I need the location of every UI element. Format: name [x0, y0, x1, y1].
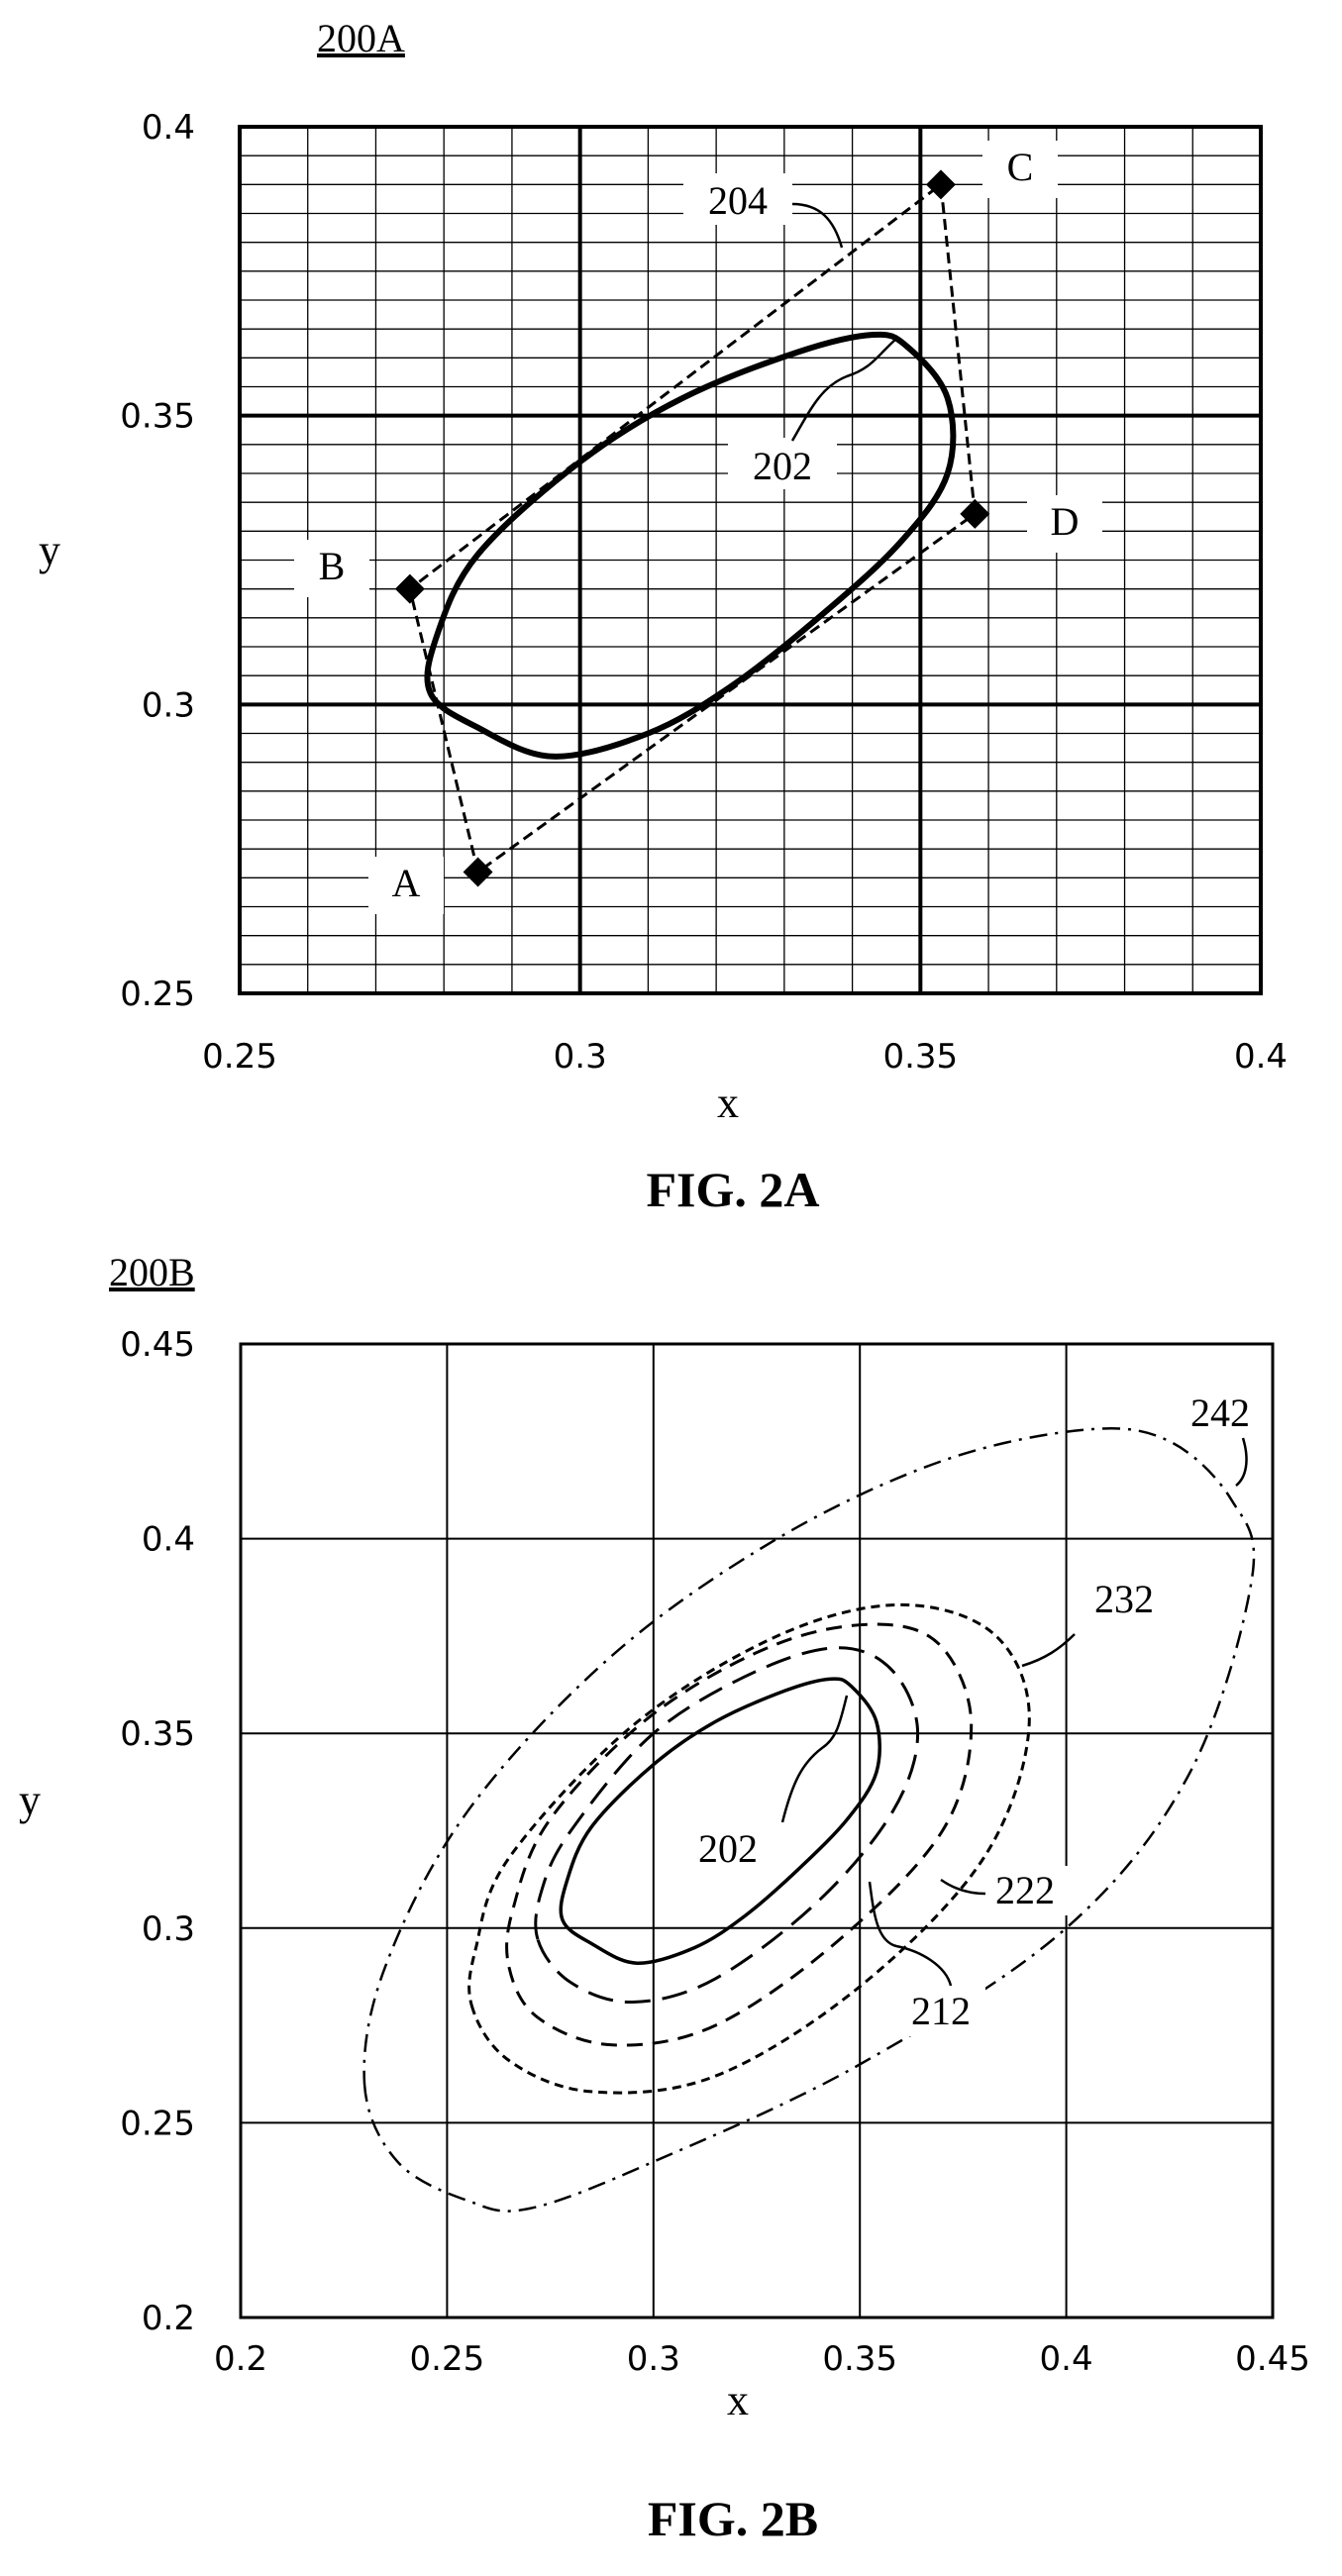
fig-2a-leader-line-204	[791, 202, 844, 249]
fig-2b-ref-label: 200B	[109, 1250, 195, 1294]
fig-2b-x-tick-label: 0.35	[822, 2339, 897, 2379]
fig-2a-label-backdrop	[728, 438, 837, 489]
fig-2a-vertex-label-backdrop	[368, 857, 444, 914]
fig-2a-caption: FIG. 2A	[647, 1162, 820, 1217]
fig-2a-vertex-label-backdrop	[982, 141, 1058, 198]
fig-2b-y-tick-label: 0.35	[120, 1714, 195, 1754]
fig-2a-curve-label-202: 202	[753, 444, 812, 488]
fig-2b-contour-202	[559, 1677, 881, 1965]
fig-2b-x-tick-label: 0.25	[410, 2339, 485, 2379]
fig-2a-vertex-marker	[463, 857, 493, 887]
fig-2b-tick-labels: 0.2 0.25 0.3 0.35 0.4 0.45 0.45 0.4 0.35 0.3 0.25 0…	[120, 1325, 1310, 2379]
fig-2b-y-tick-label: 0.3	[142, 1909, 195, 1949]
fig-2a-x-tick-label: 0.35	[882, 1037, 958, 1077]
fig-2b-x-tick-label: 0.4	[1040, 2339, 1093, 2379]
fig-2a-y-tick-label: 0.3	[142, 685, 195, 725]
fig-2b-leader-line-232	[1021, 1633, 1076, 1668]
fig-2a-y-tick-label: 0.4	[142, 108, 195, 148]
fig-2b-contour-label-212: 212	[911, 1989, 971, 2033]
fig-2b-contour-label-242: 242	[1190, 1391, 1250, 1435]
fig-2a-vertex-label-backdrop	[1027, 495, 1102, 553]
fig-2b-label-backdrop	[1080, 1575, 1169, 1624]
fig-2a-x-axis-label: x	[717, 1079, 739, 1127]
fig-2b-label-backdrop	[1176, 1389, 1265, 1438]
fig-2b-y-tick-label: 0.2	[142, 2299, 195, 2338]
fig-2a-x-tick-label: 0.3	[554, 1037, 607, 1077]
fig-2b-contour-label-232: 232	[1094, 1577, 1154, 1621]
fig-2b-x-axis-label: x	[727, 2376, 749, 2424]
fig-2b-leader-line-222	[940, 1878, 986, 1896]
figure-2b: 200B 0.2 0.25 0.3 0.35 0.4 0.45 0.45 0.4 0.35 0.3…	[19, 1250, 1310, 2546]
fig-2a-tick-labels: 0.25 0.3 0.35 0.4 0.4 0.35 0.3 0.25	[120, 108, 1288, 1077]
fig-2a-vertex-label: A	[392, 861, 421, 905]
figure-2a: 200A 0.25 0.3 0.35 0.4 0.4 0.35 0.3 0.25 A B C D 20…	[39, 16, 1288, 1217]
fig-2a-leader-line-202	[790, 338, 897, 442]
fig-2a-closed-curve-202	[424, 331, 957, 760]
fig-2b-caption: FIG. 2B	[648, 2491, 818, 2546]
fig-2b-x-tick-label: 0.2	[214, 2339, 267, 2379]
fig-2b-grid	[241, 1344, 1273, 2318]
fig-2b-y-axis-label: y	[19, 1776, 41, 1824]
fig-2a-gamut-polygon-204	[408, 181, 977, 876]
fig-2a-annotations: A B C D 204 202	[294, 141, 1102, 914]
fig-2b-y-tick-label: 0.45	[120, 1325, 195, 1365]
fig-2a-vertex-label: D	[1051, 499, 1080, 544]
fig-2a-y-tick-label: 0.35	[120, 397, 195, 437]
fig-2a-vertex-marker	[960, 498, 990, 529]
fig-2b-y-tick-label: 0.25	[120, 2104, 195, 2143]
fig-2a-vertex-marker	[394, 573, 425, 604]
fig-2b-contour-label-222: 222	[995, 1868, 1055, 1912]
fig-2a-polygon-label-204: 204	[708, 178, 768, 223]
fig-2b-label-backdrop	[683, 1824, 773, 1874]
fig-2a-label-backdrop	[683, 173, 792, 225]
fig-2a-y-axis-label: y	[39, 526, 60, 574]
fig-2b-contour-242	[362, 1427, 1256, 2213]
fig-2a-x-tick-label: 0.25	[202, 1037, 277, 1077]
fig-2b-y-tick-label: 0.4	[142, 1520, 195, 1560]
fig-2b-plot-frame	[239, 1342, 1275, 2319]
fig-2a-series	[394, 169, 990, 887]
fig-2a-y-tick-label: 0.25	[120, 975, 195, 1014]
fig-2b-x-tick-label: 0.3	[627, 2339, 680, 2379]
fig-2a-vertex-label-backdrop	[294, 540, 369, 597]
fig-2b-label-backdrop	[896, 1987, 985, 2036]
fig-2b-leader-line-212	[868, 1881, 953, 1987]
fig-2b-x-tick-label: 0.45	[1235, 2339, 1310, 2379]
fig-2b-label-backdrop	[981, 1866, 1070, 1915]
fig-2a-vertex-label: C	[1007, 145, 1034, 189]
fig-2a-x-tick-label: 0.4	[1234, 1037, 1288, 1077]
fig-2a-vertex-marker	[925, 169, 956, 200]
fig-2a-vertex-label: B	[319, 544, 346, 588]
fig-2b-leader-line-202	[780, 1695, 849, 1823]
fig-2b-contour-232	[467, 1602, 1031, 2095]
fig-2a-ref-label: 200A	[317, 16, 405, 60]
fig-2b-contour-222	[505, 1622, 974, 2047]
fig-2b-annotations: 202 212 222 232 242	[683, 1389, 1265, 2036]
fig-2b-leader-line-242	[1235, 1437, 1248, 1487]
fig-2b-contour-212	[534, 1646, 920, 2005]
fig-2b-contour-label-202: 202	[698, 1826, 758, 1871]
fig-2b-series	[362, 1427, 1256, 2213]
fig-2a-plot-frame	[238, 125, 1263, 995]
